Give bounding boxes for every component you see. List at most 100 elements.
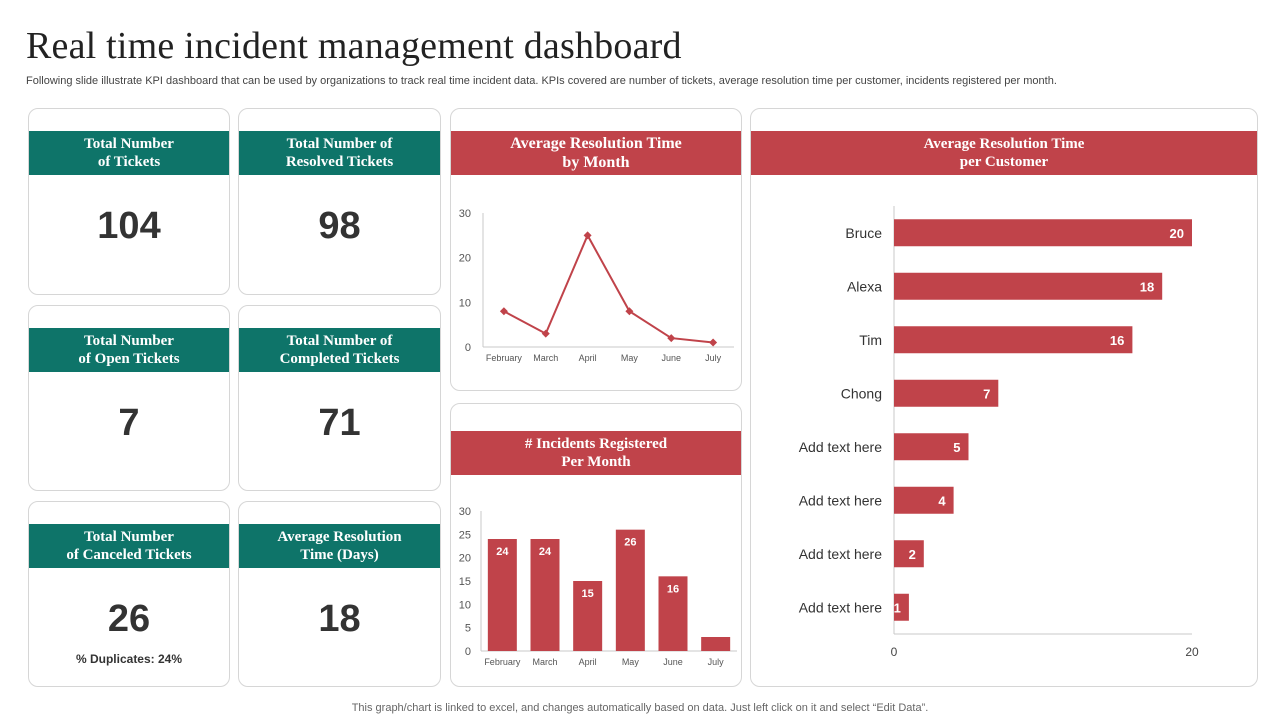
x-tick-label: February <box>486 353 523 363</box>
kpi-value: 18 <box>318 598 361 640</box>
kpi-header: Total Number of Resolved Tickets <box>239 131 440 175</box>
x-tick-label: February <box>484 657 521 667</box>
bar <box>701 637 731 651</box>
resolution-by-month-chart[interactable]: 0 10 20 30 February March April May June July <box>451 189 741 389</box>
chart-header: # Incidents Registered Per Month <box>451 431 741 475</box>
kpi-header: Average Resolution Time (Days) <box>239 524 440 568</box>
resolution-per-customer-chart[interactable]: 0 20 20 Bruce 18 Alexa 16 Tim 7 Chong 5 Add text he… <box>751 201 1257 671</box>
kpi-label-line2: Time (Days) <box>300 547 379 563</box>
chart-title-line2: per Customer <box>959 154 1049 170</box>
bar-value-label: 2 <box>909 547 916 562</box>
data-point <box>625 307 634 316</box>
kpi-card-total-tickets: Total Number of Tickets 104 <box>28 108 230 295</box>
x-tick-label: 0 <box>891 645 898 659</box>
x-tick-label: March <box>533 353 558 363</box>
kpi-header: Total Number of Completed Tickets <box>239 328 440 372</box>
y-tick-label: 10 <box>459 599 471 611</box>
page-subtitle: Following slide illustrate KPI dashboard… <box>26 75 1057 87</box>
x-tick-label: April <box>579 353 597 363</box>
kpi-value: 71 <box>318 402 361 444</box>
duplicates-note: % Duplicates: 24% <box>75 652 183 666</box>
bar-value-label: 18 <box>1140 279 1154 294</box>
bar <box>894 433 969 461</box>
x-tick-label: June <box>663 657 683 667</box>
category-label: Add text here <box>799 599 882 615</box>
kpi-label-line2: of Open Tickets <box>78 351 180 367</box>
bar-value-label: 24 <box>539 546 552 558</box>
bar <box>573 581 603 651</box>
bar-value-label: 1 <box>894 600 901 615</box>
chart-title-line1: Average Resolution Time <box>923 136 1085 152</box>
y-tick-label: 20 <box>459 253 471 265</box>
kpi-value: 98 <box>318 205 361 247</box>
kpi-header: Total Number of Canceled Tickets <box>29 524 229 568</box>
resolution-by-month-card: Average Resolution Time by Month 0 10 20 30 F… <box>450 108 742 391</box>
kpi-label-line2: of Tickets <box>97 154 161 170</box>
x-tick-label: 20 <box>1185 645 1199 659</box>
kpi-value: 104 <box>97 205 161 247</box>
y-tick-label: 30 <box>459 208 471 220</box>
category-label: Tim <box>859 332 882 348</box>
kpi-label-line2: Completed Tickets <box>279 351 400 367</box>
footer-note: This graph/chart is linked to excel, and… <box>351 702 929 714</box>
kpi-card-resolved-tickets: Total Number of Resolved Tickets 98 <box>238 108 441 295</box>
y-tick-label: 5 <box>465 623 471 635</box>
y-tick-label: 30 <box>459 506 471 518</box>
bar <box>894 593 909 621</box>
kpi-label-line1: Total Number <box>84 136 174 152</box>
y-tick-label: 25 <box>459 529 471 541</box>
bar-value-label: 16 <box>1110 333 1124 348</box>
category-label: Add text here <box>799 546 882 562</box>
kpi-label-line1: Total Number of <box>286 333 393 349</box>
chart-title-line1: # Incidents Registered <box>524 436 668 452</box>
kpi-card-completed-tickets: Total Number of Completed Tickets 71 <box>238 305 441 491</box>
bar <box>894 326 1133 354</box>
category-label: Alexa <box>847 278 882 294</box>
category-label: Chong <box>841 385 882 401</box>
bar-value-label: 15 <box>582 588 594 600</box>
kpi-label-line1: Total Number of <box>286 136 393 152</box>
incidents-per-month-chart[interactable]: 0 5 10 15 20 25 30 24 February 24 March 15 April 26 Ma… <box>451 496 741 686</box>
kpi-label-line1: Total Number <box>84 333 174 349</box>
kpi-card-open-tickets: Total Number of Open Tickets 7 <box>28 305 230 491</box>
kpi-header: Total Number of Tickets <box>29 131 229 175</box>
kpi-header: Total Number of Open Tickets <box>29 328 229 372</box>
bar <box>894 272 1163 300</box>
chart-header: Average Resolution Time by Month <box>451 131 741 175</box>
y-tick-label: 15 <box>459 576 471 588</box>
bar <box>615 529 645 651</box>
bar-value-label: 24 <box>496 546 509 558</box>
x-tick-label: March <box>532 657 557 667</box>
bar <box>894 219 1192 247</box>
kpi-label-line1: Total Number <box>84 529 174 545</box>
kpi-card-avg-resolution-days: Average Resolution Time (Days) 18 <box>238 501 441 687</box>
kpi-label-line1: Average Resolution <box>277 529 402 545</box>
chart-title-line2: by Month <box>562 154 630 171</box>
data-point <box>499 307 508 316</box>
page-title: Real time incident management dashboard <box>26 25 682 67</box>
bar-value-label: 26 <box>624 537 636 549</box>
category-label: Add text here <box>799 492 882 508</box>
x-tick-label: July <box>705 353 722 363</box>
y-tick-label: 20 <box>459 553 471 565</box>
bar-value-label: 16 <box>667 583 679 595</box>
bar <box>894 540 924 568</box>
bar <box>894 379 999 407</box>
kpi-value: 26 <box>107 598 151 640</box>
data-point <box>583 231 592 240</box>
chart-header: Average Resolution Time per Customer <box>751 131 1257 175</box>
kpi-label-line2: of Canceled Tickets <box>66 547 192 563</box>
bar <box>530 539 560 651</box>
incidents-per-month-card: # Incidents Registered Per Month 0 5 10 15 20… <box>450 403 742 687</box>
bar-value-label: 20 <box>1170 226 1184 241</box>
series-line <box>503 233 714 344</box>
kpi-card-canceled-tickets: Total Number of Canceled Tickets 26 % Dup… <box>28 501 230 687</box>
x-tick-label: April <box>579 657 597 667</box>
category-label: Add text here <box>799 439 882 455</box>
y-tick-label: 0 <box>465 342 471 354</box>
bar <box>487 539 517 651</box>
y-tick-label: 0 <box>465 646 471 658</box>
data-point <box>541 329 550 338</box>
x-tick-label: July <box>708 657 725 667</box>
chart-title-line1: Average Resolution Time <box>510 135 682 152</box>
